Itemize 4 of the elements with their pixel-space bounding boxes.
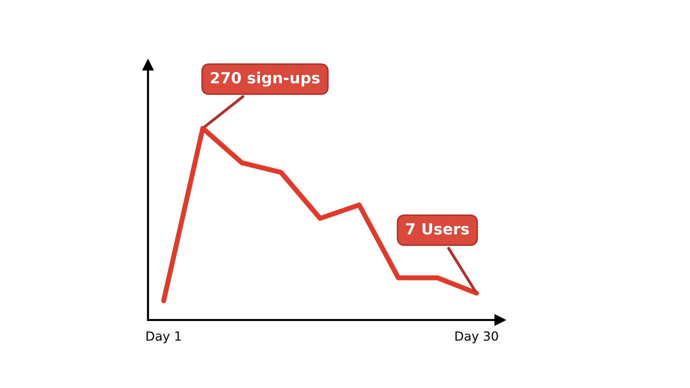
x-tick-label: Day 30: [455, 331, 498, 344]
annotation: 7 Users: [406, 223, 469, 235]
text: 270 sign-ups: [210, 72, 320, 87]
x-tick-label: Day 1: [146, 331, 181, 344]
